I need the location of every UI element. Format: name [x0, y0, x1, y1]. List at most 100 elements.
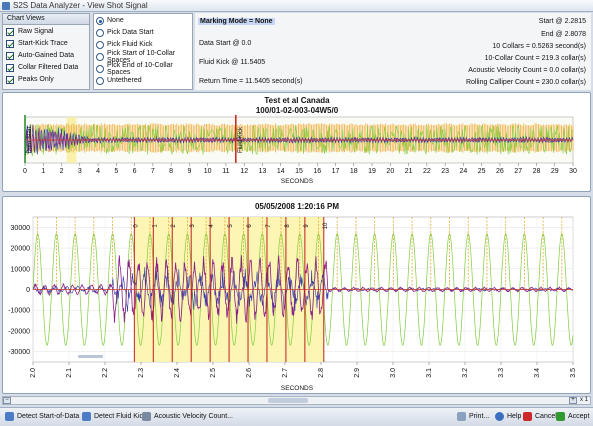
radio-pick-end-collars[interactable]: Pick End of 10-Collar Spaces [94, 62, 192, 76]
x-tick-label: 29 [551, 168, 559, 175]
acoustic-count-button[interactable]: Acoustic Velocity Count... [142, 412, 233, 421]
chart-view-collar-filtered-data[interactable]: Collar Filtered Data [3, 62, 89, 73]
x-axis-label: SECONDS [281, 178, 314, 185]
y-tick-label: 30000 [11, 225, 31, 232]
zoom-in-button[interactable]: + [569, 397, 577, 404]
print-button[interactable]: Print... [457, 412, 489, 421]
x-tick-label: 24 [460, 168, 468, 175]
radio-icon[interactable] [96, 64, 104, 73]
rolling-caliper-value: Rolling Calliper Count = 230.0 collar(s) [465, 79, 586, 86]
x-tick-label: 2.6 [246, 368, 253, 378]
marker-label: Fluid Kick [238, 126, 244, 153]
data-start-value: Data Start @ 0.0 [199, 40, 252, 47]
plot-scroll-handle [78, 355, 103, 358]
collar-marker-label: 2 [171, 224, 177, 228]
collar-marker-label: 10 [323, 222, 329, 229]
x-tick-label: 22 [423, 168, 431, 175]
x-tick-label: 3.2 [462, 368, 469, 378]
radio-icon[interactable] [96, 76, 104, 85]
x-tick-label: 19 [368, 168, 376, 175]
detect-kick-button[interactable]: Detect Fluid Kick [82, 412, 147, 421]
radio-icon[interactable] [96, 40, 104, 49]
series-green [24, 123, 573, 156]
chart-view-start-kick-trace[interactable]: Start-Kick Trace [3, 38, 89, 49]
radio-icon[interactable] [96, 16, 104, 25]
x-tick-label: 30 [569, 168, 577, 175]
detect-start-button[interactable]: Detect Start-of-Data [5, 412, 79, 421]
detail-chart-panel[interactable]: 05/05/2008 1:20:16 PM 0 1 2 3 4 5 6 7 8 9 10 30000 20… [2, 196, 591, 394]
y-tick-label: -10000 [8, 308, 30, 315]
collar-marker-label: 1 [152, 224, 158, 228]
radio-pick-data-start[interactable]: Pick Data Start [94, 27, 192, 38]
x-tick-label: 3.1 [426, 368, 433, 378]
x-tick-label: 8 [169, 168, 173, 175]
series-orange [37, 217, 563, 290]
app-icon [2, 2, 10, 10]
chart-title: Test et al Canada [264, 96, 330, 105]
checkbox-icon[interactable] [6, 75, 14, 84]
marker-label: Data Start [27, 126, 33, 153]
x-tick-label: 3.3 [498, 368, 505, 378]
collar-marker-label: 6 [247, 224, 253, 228]
chart-views-header: Chart Views [3, 14, 89, 25]
x-tick-label: 17 [332, 168, 340, 175]
overview-chart-panel[interactable]: Test et al Canada 100/01-02-003-04W5/0 Dat… [2, 92, 591, 192]
fluid-kick-value: Fluid Kick @ 11.5405 [199, 59, 266, 66]
chart-title: 05/05/2008 1:20:16 PM [255, 202, 339, 211]
help-button[interactable]: Help [495, 412, 521, 421]
y-tick-label: 20000 [11, 246, 31, 253]
radio-icon[interactable] [96, 28, 104, 37]
collar-marker-label: 4 [209, 224, 215, 228]
radio-pick-fluid-kick[interactable]: Pick Fluid Kick [94, 39, 192, 50]
x-tick-label: 6 [133, 168, 137, 175]
x-tick-label: 2.7 [282, 368, 289, 378]
checkbox-icon[interactable] [6, 27, 14, 36]
x-tick-label: 10 [204, 168, 212, 175]
marking-mode-label: Marking Mode = None [198, 18, 275, 25]
return-time-value: Return Time = 11.5405 second(s) [199, 78, 303, 85]
x-axis-label: SECONDS [281, 385, 314, 392]
horizontal-scrollbar[interactable]: − + x 1 [2, 396, 591, 405]
info-panel: Marking Mode = None Data Start @ 0.0 Flu… [195, 13, 591, 90]
x-tick-label: 14 [277, 168, 285, 175]
checkbox-icon[interactable] [6, 39, 14, 48]
x-tick-label: 15 [295, 168, 303, 175]
radio-pick-start-collars[interactable]: Pick Start of 10-Collar Spaces [94, 50, 192, 64]
x-tick-label: 2.3 [138, 368, 145, 378]
scroll-thumb[interactable] [268, 398, 308, 403]
x-tick-label: 0 [23, 168, 27, 175]
chart-view-auto-gained-data[interactable]: Auto-Gained Data [3, 50, 89, 61]
chart-view-peaks-only[interactable]: Peaks Only [3, 74, 89, 85]
y-tick-label: 10000 [11, 266, 31, 273]
x-tick-label: 2.5 [210, 368, 217, 378]
acoustic-velocity-value: Acoustic Velocity Count = 0.0 collar(s) [468, 67, 586, 74]
radio-icon[interactable] [96, 52, 104, 61]
checkbox-icon[interactable] [6, 51, 14, 60]
cancel-button[interactable]: Cancel [523, 412, 557, 421]
detail-chart[interactable]: 05/05/2008 1:20:16 PM 0 1 2 3 4 5 6 7 8 9 10 30000 20… [3, 197, 590, 393]
scroll-left-button[interactable]: − [3, 397, 11, 404]
collar-marker-label: 0 [133, 224, 139, 228]
accept-button[interactable]: Accept [556, 412, 589, 421]
chart-view-raw-signal[interactable]: Raw Signal [3, 26, 89, 37]
x-tick-label: 26 [496, 168, 504, 175]
x-tick-label: 25 [478, 168, 486, 175]
y-tick-label: -30000 [8, 349, 30, 356]
help-icon [495, 412, 504, 421]
x-tick-label: 12 [240, 168, 248, 175]
x-tick-label: 23 [441, 168, 449, 175]
x-tick-label: 27 [514, 168, 522, 175]
checkbox-icon[interactable] [6, 63, 14, 72]
checkmark-icon [556, 412, 565, 421]
collar-marker-label: 7 [266, 224, 272, 228]
x-tick-label: 20 [386, 168, 394, 175]
x-tick-label: 2.8 [318, 368, 325, 378]
collars-value: 10 Collars = 0.5263 second(s) [492, 43, 586, 50]
radio-untethered[interactable]: Untethered [94, 75, 192, 86]
radio-none[interactable]: None [94, 15, 192, 26]
x-tick-label: 3.5 [570, 368, 577, 378]
printer-icon [457, 412, 466, 421]
x-tick-label: 13 [259, 168, 267, 175]
x-tick-label: 2.1 [66, 368, 73, 378]
